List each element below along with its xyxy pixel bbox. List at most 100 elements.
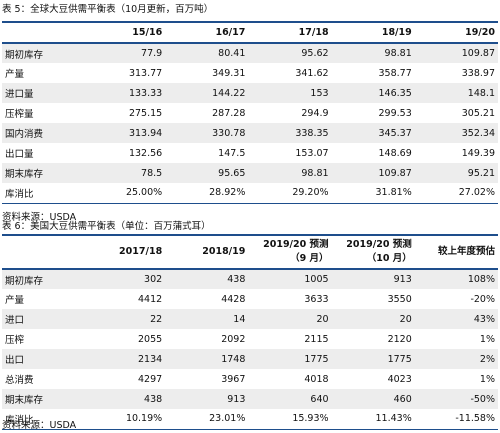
table-cell: 146.35 [378, 87, 412, 99]
table-cell: 1748 [221, 353, 246, 365]
table-cell: 330.78 [212, 127, 246, 139]
table-cell: 313.77 [128, 67, 163, 79]
table-cell: 29.20% [292, 187, 329, 199]
table1-header-blank [2, 22, 82, 43]
table-cell: 153 [310, 87, 329, 99]
table-cell: 2134 [138, 353, 163, 365]
us-soybean-balance-table: 2017/18 2018/19 2019/20 预测 （9 月） 2019/20 … [2, 234, 498, 430]
table2-source: 资料来源：USDA [2, 420, 77, 431]
table-cell: 460 [393, 393, 412, 405]
table-cell: 913 [227, 393, 246, 405]
table-cell: 98.81 [384, 48, 412, 59]
table-cell: 132.56 [128, 147, 163, 159]
table-cell: 109.87 [378, 167, 412, 179]
table-cell: 109.87 [461, 48, 495, 59]
table-cell: 2092 [221, 333, 246, 345]
table-row: 压榨量 275.15 287.28 294.9 299.53 305.21 [2, 103, 498, 123]
table-cell: 144.22 [212, 87, 246, 99]
table-cell: 302 [144, 274, 163, 285]
row-label: 期末库存 [5, 169, 44, 180]
table-cell: 1005 [304, 274, 329, 285]
table-cell: 313.94 [128, 127, 163, 139]
header-line1: 2019/20 预测 [346, 239, 412, 250]
table-row: 期末库存 438 913 640 460 -50% [2, 389, 498, 409]
table-cell: 28.92% [209, 187, 246, 199]
table-cell: 4297 [138, 373, 163, 385]
table-cell: 2115 [304, 333, 329, 345]
row-label: 期初库存 [5, 49, 44, 61]
row-label: 总消费 [5, 375, 34, 386]
table2-header-row: 2017/18 2018/19 2019/20 预测 （9 月） 2019/20 … [2, 235, 498, 269]
table-row: 出口 2134 1748 1775 1775 2% [2, 349, 498, 369]
table-cell: -50% [470, 393, 495, 405]
table2-header-cell: 2018/19 [165, 235, 248, 269]
table2-header-cell: 2017/18 [82, 235, 165, 269]
table-cell: 15.93% [292, 413, 329, 425]
table1-caption: 表 5：全球大豆供需平衡表（10月更新，百万吨） [2, 4, 214, 15]
row-label: 压榨 [5, 335, 25, 346]
table-cell: 2120 [387, 333, 412, 345]
table-row: 压榨 2055 2092 2115 2120 1% [2, 329, 498, 349]
table-cell: 22 [150, 313, 163, 325]
table-cell: 10.19% [125, 413, 163, 425]
table-cell: 294.9 [301, 107, 329, 119]
table2-header-cell: 2019/20 预测 （10 月） [332, 235, 415, 269]
header-line2: （9 月） [290, 253, 329, 264]
table-row: 库消比 25.00% 28.92% 29.20% 31.81% 27.02% [2, 183, 498, 203]
table2-caption: 表 6：美国大豆供需平衡表（单位：百万蒲式耳） [2, 221, 211, 232]
table-cell: 349.31 [212, 67, 246, 79]
table-cell: 43% [473, 313, 495, 325]
table-row: 产量 313.77 349.31 341.62 358.77 338.97 [2, 63, 498, 83]
table2-header-blank [2, 235, 82, 269]
table1-header-cell: 19/20 [465, 27, 495, 38]
table-cell: 133.33 [128, 87, 163, 99]
table-cell: 78.5 [141, 167, 163, 179]
table-cell: 4428 [221, 293, 246, 305]
row-label: 产量 [5, 69, 25, 80]
row-label: 期末库存 [5, 395, 44, 406]
table-cell: 80.41 [218, 48, 246, 59]
table-cell: 1775 [387, 353, 412, 365]
table-cell: 20 [316, 313, 329, 325]
table-cell: 358.77 [378, 67, 412, 79]
table-cell: 3967 [221, 373, 246, 385]
table2-header-cell: 2019/20 预测 （9 月） [248, 235, 331, 269]
table-row: 期末库存 78.5 95.65 98.81 109.87 95.21 [2, 163, 498, 183]
table-cell: 287.28 [212, 107, 246, 119]
table-cell: 149.39 [461, 147, 495, 159]
row-label: 国内消费 [5, 129, 44, 140]
table-row: 进口 22 14 20 20 43% [2, 309, 498, 329]
table1-header-cell: 16/17 [215, 27, 246, 38]
table2-header-cell: 较上年度预估 [415, 235, 498, 269]
table-cell: 95.21 [467, 167, 495, 179]
table1-source: 资料来源：USDA [2, 212, 77, 223]
table-cell: 27.02% [458, 187, 495, 199]
table-cell: 108% [467, 274, 495, 285]
table-cell: 3550 [387, 293, 412, 305]
row-label: 进口量 [5, 89, 34, 100]
row-label: 压榨量 [5, 109, 34, 120]
table-cell: 14 [233, 313, 246, 325]
row-label: 进口 [5, 315, 25, 326]
table-row: 库消比 10.19% 23.01% 15.93% 11.43% -11.58% [2, 409, 498, 429]
table-cell: 338.35 [295, 127, 329, 139]
header-line1: 2018/19 [202, 246, 246, 257]
table-row: 期初库存 302 438 1005 913 108% [2, 269, 498, 289]
table-cell: 2% [479, 353, 495, 365]
table-cell: 4023 [387, 373, 412, 385]
table1-header-row: 15/16 16/17 17/18 18/19 19/20 [2, 22, 498, 43]
row-label: 库消比 [5, 188, 34, 200]
table-row: 进口量 133.33 144.22 153 146.35 148.1 [2, 83, 498, 103]
row-label: 期初库存 [5, 275, 44, 287]
table-cell: 640 [310, 393, 329, 405]
table-cell: -20% [470, 293, 495, 305]
row-label: 产量 [5, 295, 25, 306]
table-cell: 4018 [304, 373, 329, 385]
table-cell: 4412 [138, 293, 163, 305]
table-cell: -11.58% [455, 413, 495, 425]
table-cell: 148.1 [467, 87, 495, 99]
table-cell: 1% [479, 333, 495, 345]
table-cell: 95.65 [218, 167, 246, 179]
header-line1: 2017/18 [119, 246, 163, 257]
header-line1: 较上年度预估 [437, 246, 495, 257]
